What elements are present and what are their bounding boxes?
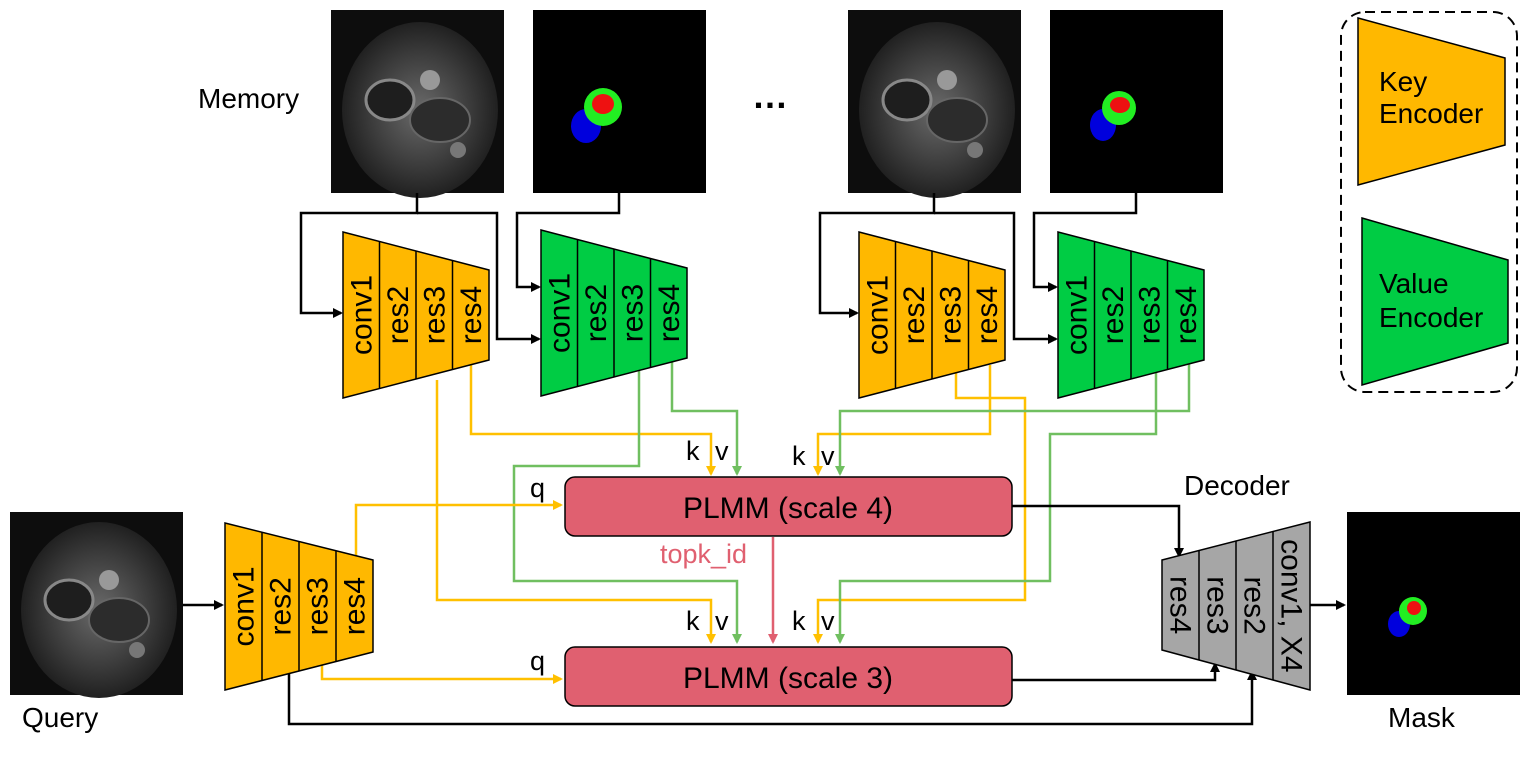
memory-value-encoder-2-layer-3: res4 (1170, 286, 1203, 344)
plmm-scale4-block: PLMM (scale 4) (564, 476, 1013, 537)
k-label-3: k (686, 606, 700, 636)
plmm-scale4-label: PLMM (scale 4) (683, 492, 893, 525)
memory-value-encoder-1: conv1 res2 res3 res4 (540, 229, 688, 397)
memory-key-encoder-1-layer-0: conv1 (345, 275, 378, 355)
query-key-encoder-layer-3: res4 (339, 577, 372, 635)
memory-mask-image-2 (1050, 10, 1223, 193)
decoder-layer-0: res4 (1164, 576, 1197, 634)
legend-value-line2: Encoder (1379, 302, 1483, 333)
decoder-block: res4 res3 res2 conv1, X4 (1161, 521, 1311, 691)
memory-key-encoder-1-layer-3: res4 (455, 286, 488, 344)
memory-key-encoder-2-layer-3: res4 (971, 286, 1004, 344)
query-label: Query (22, 702, 98, 733)
query-key-encoder-layer-1: res2 (265, 577, 298, 635)
decoder-layer-1: res3 (1201, 576, 1234, 634)
legend-key-encoder-shape (1357, 17, 1506, 186)
ellipsis-label: … (752, 75, 788, 116)
kv-wires (320, 362, 1191, 684)
memory-value-encoder-1-layer-3: res4 (653, 284, 686, 342)
k-label-4: k (792, 606, 806, 636)
memory-value-encoder-1-layer-0: conv1 (543, 273, 576, 353)
decoder-layer-2: res2 (1238, 576, 1271, 634)
plmm-scale3-block: PLMM (scale 3) (564, 646, 1013, 707)
decoder-wires (287, 504, 1346, 726)
input-wires (183, 193, 1138, 610)
q-label-scale3: q (530, 646, 545, 676)
memory-key-encoder-1-layer-1: res2 (382, 286, 415, 344)
memory-key-encoder-2-layer-1: res2 (898, 286, 931, 344)
topk-label: topk_id (660, 539, 747, 569)
legend-value-line1: Value (1379, 268, 1449, 299)
memory-key-encoder-2-layer-0: conv1 (861, 275, 894, 355)
memory-mask-image-1 (533, 10, 706, 193)
query-key-encoder: conv1 res2 res3 res4 (224, 522, 374, 691)
memory-key-encoder-2-layer-2: res3 (934, 286, 967, 344)
memory-label: Memory (198, 83, 299, 114)
memory-mri-image-2 (848, 10, 1021, 198)
q-label-scale4: q (530, 473, 545, 503)
query-mri-image (10, 512, 183, 698)
memory-value-encoder-2-layer-1: res2 (1097, 286, 1130, 344)
legend-box: Key Encoder Value Encoder (1340, 11, 1518, 393)
v-label-3: v (715, 606, 729, 636)
memory-value-encoder-1-layer-1: res2 (580, 284, 613, 342)
memory-value-encoder-2-layer-2: res3 (1133, 286, 1166, 344)
v-label-2: v (821, 441, 835, 471)
mask-label: Mask (1388, 702, 1456, 733)
v-label-4: v (821, 606, 835, 636)
memory-value-encoder-1-layer-2: res3 (616, 284, 649, 342)
query-key-encoder-layer-2: res3 (302, 577, 335, 635)
plmm-scale3-label: PLMM (scale 3) (683, 662, 893, 695)
k-label-1: k (686, 436, 700, 466)
decoder-label: Decoder (1184, 470, 1290, 501)
memory-value-encoder-2: conv1 res2 res3 res4 (1057, 231, 1205, 399)
output-mask-image (1347, 512, 1520, 695)
legend-key-line1: Key (1379, 66, 1427, 97)
query-key-encoder-layer-0: conv1 (228, 566, 261, 646)
memory-value-encoder-2-layer-0: conv1 (1060, 275, 1093, 355)
legend-value-encoder-shape (1361, 217, 1509, 386)
legend-key-line2: Encoder (1379, 98, 1483, 129)
k-label-2: k (792, 441, 806, 471)
memory-key-encoder-1-layer-2: res3 (418, 286, 451, 344)
memory-key-encoder-1: conv1 res2 res3 res4 (342, 231, 490, 399)
decoder-layer-3: conv1, X4 (1275, 539, 1308, 672)
memory-key-encoder-2: conv1 res2 res3 res4 (858, 231, 1006, 399)
memory-mri-image-1 (331, 10, 504, 198)
v-label-1: v (715, 436, 729, 466)
